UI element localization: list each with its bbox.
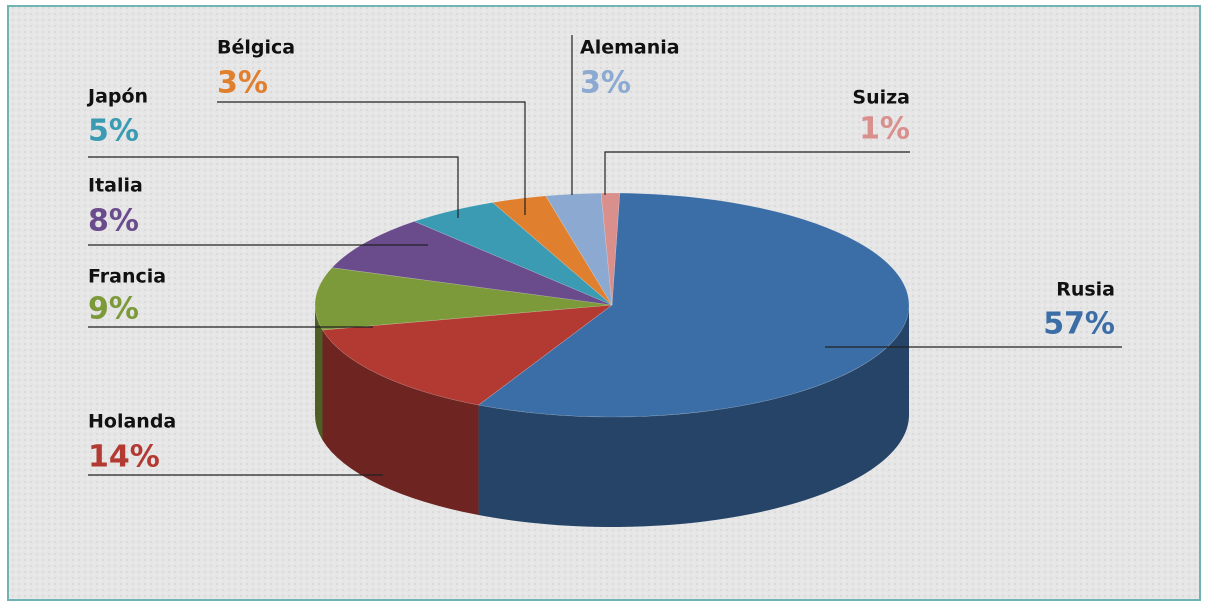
slice-label: Francia xyxy=(88,266,166,288)
slice xyxy=(331,221,613,306)
value-label: 5% xyxy=(88,114,139,149)
leader-line xyxy=(604,151,910,195)
value-label: 1% xyxy=(859,112,910,147)
value-label: 3% xyxy=(217,66,268,101)
slice-label: Suiza xyxy=(852,87,910,109)
leader-line xyxy=(217,101,526,215)
slice-label: Bélgica xyxy=(217,37,295,59)
slice xyxy=(413,202,613,306)
value-label: 57% xyxy=(1043,307,1115,342)
slice-top xyxy=(600,192,621,306)
slice xyxy=(545,192,613,306)
slice-side xyxy=(478,305,909,528)
slice-top xyxy=(545,192,613,306)
slice-top xyxy=(477,192,910,418)
slice xyxy=(600,192,621,306)
slice-top xyxy=(331,221,613,306)
slice xyxy=(321,304,614,516)
slice-label: Holanda xyxy=(88,411,176,433)
slice-label: Japón xyxy=(86,86,148,108)
slice-label: Rusia xyxy=(1056,279,1115,301)
slice-top xyxy=(413,202,613,306)
slice xyxy=(491,195,613,306)
slice-top xyxy=(491,195,613,306)
slice xyxy=(477,192,910,528)
slice-side xyxy=(315,305,323,441)
value-label: 8% xyxy=(88,204,139,239)
value-label: 3% xyxy=(580,66,631,101)
slice-side xyxy=(322,330,479,516)
leader-line xyxy=(88,156,459,218)
value-label: 14% xyxy=(88,440,160,475)
value-label: 9% xyxy=(88,292,139,327)
slice-label: Alemania xyxy=(580,37,680,59)
slice-label: Italia xyxy=(88,175,143,197)
slice-top xyxy=(321,304,614,406)
slice xyxy=(314,267,613,441)
